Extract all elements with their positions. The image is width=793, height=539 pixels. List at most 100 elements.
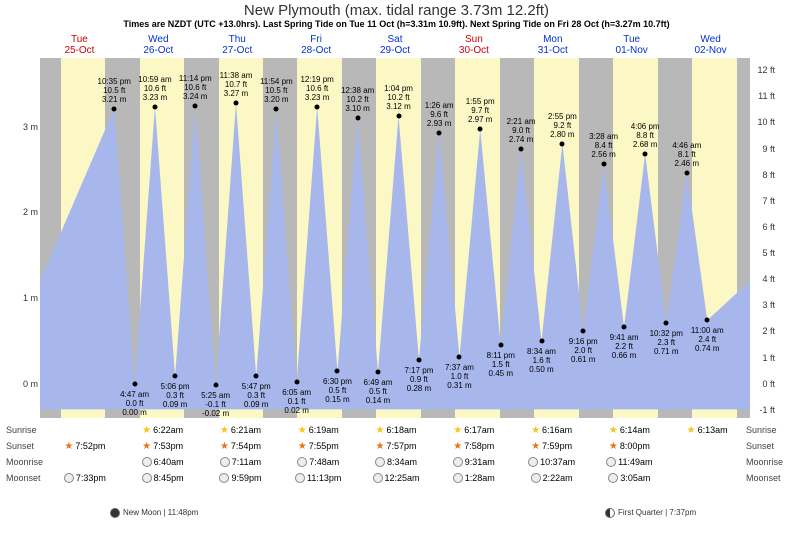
info-cell: ★7:53pm — [124, 441, 202, 452]
tide-label: 12:19 pm10.6 ft3.23 m — [300, 75, 333, 102]
tide-point — [705, 318, 710, 323]
info-cell: ★7:54pm — [202, 441, 280, 452]
tide-label: 11:54 pm10.5 ft3.20 m — [260, 77, 293, 104]
star-icon: ★ — [142, 441, 151, 452]
moon-phase-fq: First Quarter | 7:37pm — [605, 508, 696, 518]
star-icon: ★ — [298, 441, 307, 452]
moon-icon — [528, 457, 538, 467]
info-cell: ★6:19am — [279, 425, 357, 436]
info-row: Moonset7:33pm8:45pm9:59pm11:13pm12:25am1… — [3, 470, 790, 486]
star-icon: ★ — [609, 441, 618, 452]
info-cell: ★6:17am — [435, 425, 513, 436]
star-icon: ★ — [64, 441, 73, 452]
tide-label: 8:34 am1.6 ft0.50 m — [527, 347, 556, 374]
info-cell: 9:59pm — [202, 473, 280, 483]
tide-point — [315, 104, 320, 109]
info-cell: ★6:16am — [513, 425, 591, 436]
date-header: Mon31-Oct — [513, 34, 592, 56]
info-cell: 12:25am — [357, 473, 435, 483]
tide-point — [622, 325, 627, 330]
tide-label: 8:11 pm1.5 ft0.45 m — [487, 351, 515, 378]
info-cell: 2:22am — [513, 473, 591, 483]
star-icon: ★ — [609, 425, 618, 436]
date-header: Sun30-Oct — [434, 34, 513, 56]
info-cell: ★7:59pm — [513, 441, 591, 452]
tide-point — [643, 152, 648, 157]
info-cell: 8:34am — [357, 457, 435, 467]
tide-point — [294, 380, 299, 385]
tide-label: 10:32 pm2.3 ft0.71 m — [650, 329, 683, 356]
moon-icon — [608, 473, 618, 483]
tide-label: 3:28 am8.4 ft2.56 m — [589, 132, 618, 159]
tide-point — [478, 127, 483, 132]
date-header: Sat29-Oct — [356, 34, 435, 56]
tide-point — [355, 116, 360, 121]
date-header: Wed26-Oct — [119, 34, 198, 56]
tide-point — [560, 141, 565, 146]
date-header: Thu27-Oct — [198, 34, 277, 56]
tide-label: 9:16 pm2.0 ft0.61 m — [569, 337, 598, 364]
info-cell: ★7:52pm — [46, 441, 124, 452]
info-cell: 6:40am — [124, 457, 202, 467]
info-cell: 8:45pm — [124, 473, 202, 483]
star-icon: ★ — [531, 441, 540, 452]
star-icon: ★ — [531, 425, 540, 436]
tide-label: 11:14 pm10.6 ft3.24 m — [179, 74, 212, 101]
info-cell: 10:37am — [513, 457, 591, 467]
tide-point — [254, 374, 259, 379]
tide-label: 4:06 pm8.8 ft2.68 m — [631, 122, 660, 149]
tide-point — [173, 374, 178, 379]
info-cell — [668, 457, 746, 467]
tide-label: 7:37 am1.0 ft0.31 m — [445, 363, 474, 390]
tide-point — [396, 114, 401, 119]
tide-label: 7:17 pm0.9 ft0.28 m — [404, 366, 433, 393]
info-row: Moonrise6:40am7:11am7:48am8:34am9:31am10… — [3, 454, 790, 470]
tide-point — [519, 146, 524, 151]
moon-icon — [219, 473, 229, 483]
tide-label: 2:55 pm9.2 ft2.80 m — [548, 112, 577, 139]
moon-icon — [531, 473, 541, 483]
date-header: Tue01-Nov — [592, 34, 671, 56]
info-cell — [668, 441, 746, 452]
y-axis-feet: -1 ft0 ft1 ft2 ft3 ft4 ft5 ft6 ft7 ft8 f… — [747, 58, 775, 418]
chart-title: New Plymouth (max. tidal range 3.73m 12.… — [0, 0, 793, 19]
tide-point — [601, 162, 606, 167]
tide-point — [457, 355, 462, 360]
tide-label: 12:38 am10.2 ft3.10 m — [341, 86, 374, 113]
info-cell: 1:28am — [435, 473, 513, 483]
tide-point — [684, 170, 689, 175]
tide-point — [274, 107, 279, 112]
new-moon-icon — [110, 508, 120, 518]
tide-point — [375, 369, 380, 374]
info-cell: 11:49am — [590, 457, 668, 467]
moon-icon — [142, 457, 152, 467]
star-icon: ★ — [376, 425, 385, 436]
y-axis-meters: 0 m1 m2 m3 m — [20, 58, 38, 418]
info-row: Sunrise★6:22am★6:21am★6:19am★6:18am★6:17… — [3, 422, 790, 438]
tide-point — [193, 104, 198, 109]
tide-label: 4:46 am8.1 ft2.46 m — [672, 141, 701, 168]
tide-point — [664, 320, 669, 325]
tide-label: 1:55 pm9.7 ft2.97 m — [466, 97, 495, 124]
tide-point — [539, 338, 544, 343]
moon-icon — [373, 473, 383, 483]
star-icon: ★ — [687, 425, 696, 436]
tide-point — [213, 383, 218, 388]
info-cell: ★6:22am — [124, 425, 202, 436]
info-cell: ★6:21am — [202, 425, 280, 436]
tide-label: 6:30 pm0.5 ft0.15 m — [323, 377, 352, 404]
tide-label: 11:00 am2.4 ft0.74 m — [691, 326, 724, 353]
moon-icon — [295, 473, 305, 483]
tide-point — [234, 101, 239, 106]
info-cell: 3:05am — [590, 473, 668, 483]
info-cell — [668, 473, 746, 483]
star-icon: ★ — [220, 425, 229, 436]
tide-label: 5:47 pm0.3 ft0.09 m — [242, 382, 271, 409]
moon-icon — [142, 473, 152, 483]
date-header: Tue25-Oct — [40, 34, 119, 56]
info-cell — [46, 457, 124, 467]
date-header: Fri28-Oct — [277, 34, 356, 56]
info-cell: ★6:13am — [668, 425, 746, 436]
info-cell: 7:33pm — [46, 473, 124, 483]
tide-label: 1:26 am9.6 ft2.93 m — [425, 101, 454, 128]
